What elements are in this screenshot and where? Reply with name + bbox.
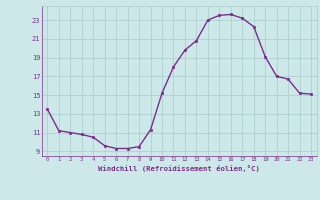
X-axis label: Windchill (Refroidissement éolien,°C): Windchill (Refroidissement éolien,°C) (98, 165, 260, 172)
